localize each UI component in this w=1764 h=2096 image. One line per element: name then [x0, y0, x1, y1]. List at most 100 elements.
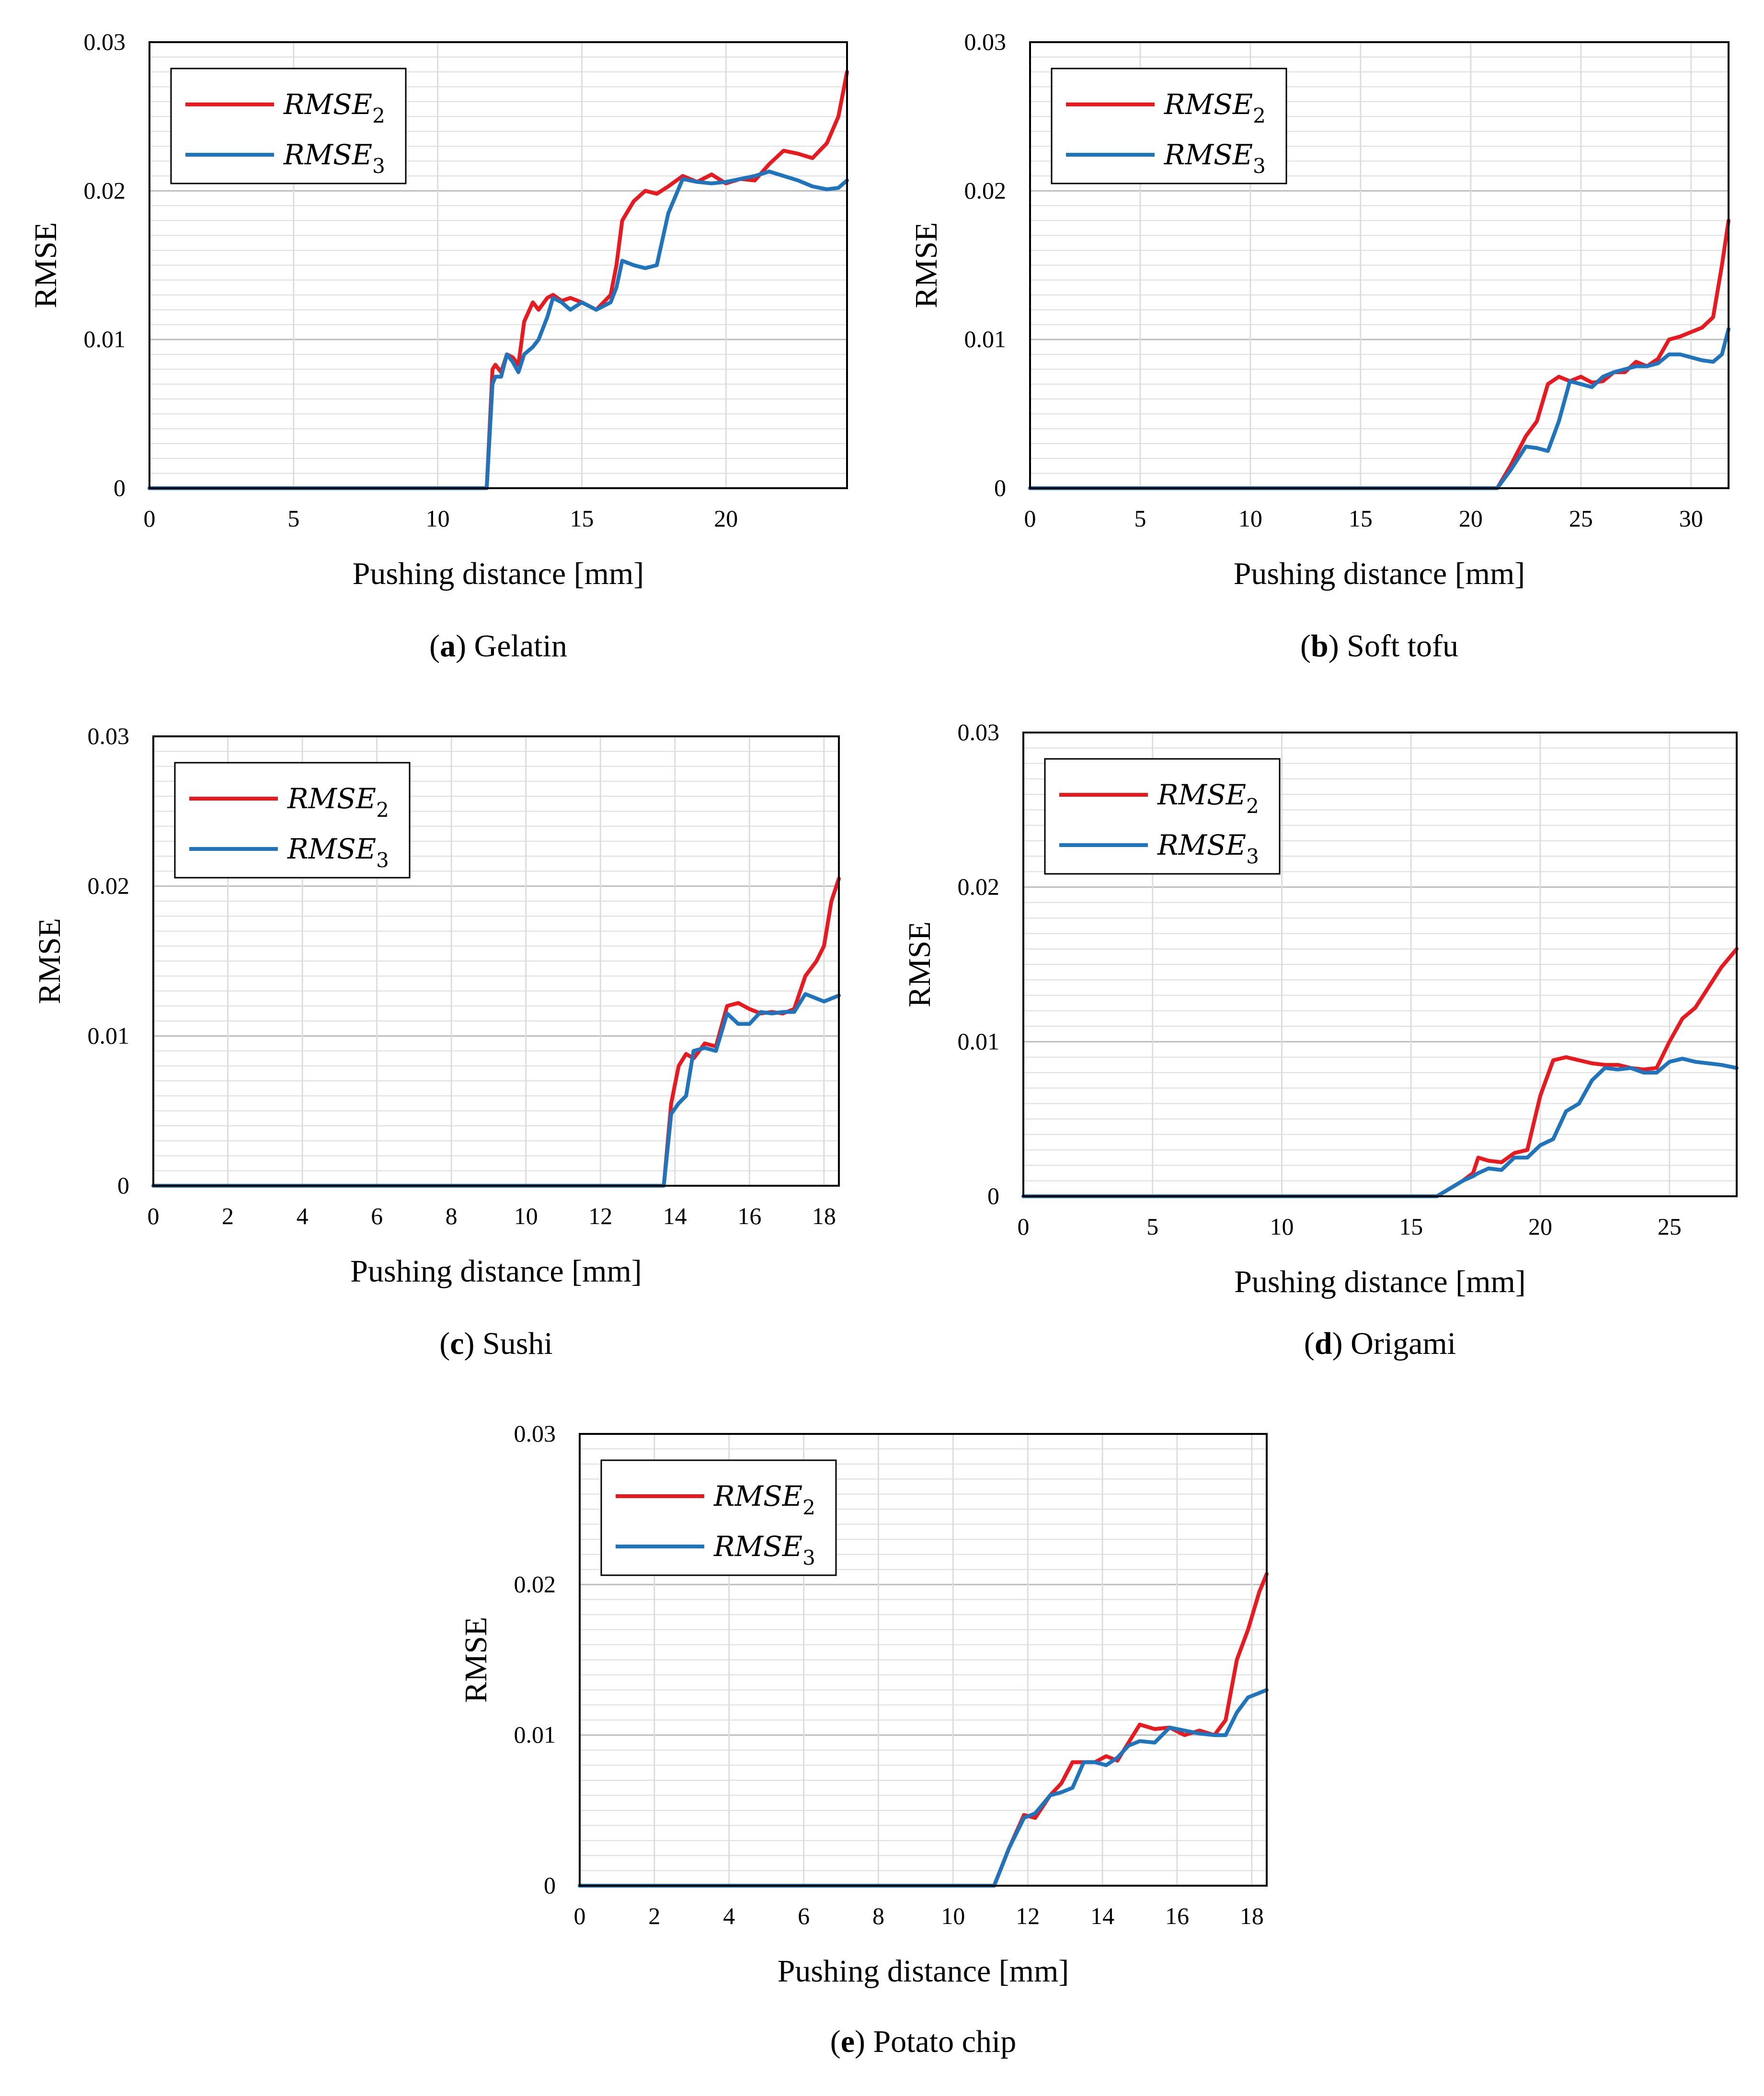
legend-label-subscript: 2 — [1253, 104, 1266, 127]
legend-label-subscript: 2 — [802, 1496, 815, 1519]
y-tick-label: 0 — [114, 474, 126, 501]
x-axis-title: Pushing distance [mm] — [350, 1254, 642, 1289]
legend-label-name: RMSE — [713, 1530, 802, 1563]
y-tick-label: 0.01 — [514, 1721, 556, 1748]
y-axis-title: RMSE — [909, 222, 944, 309]
x-tick-label: 5 — [1134, 505, 1146, 532]
legend-label-name: RMSE — [283, 138, 372, 171]
legend-label-name: RMSE — [1164, 138, 1253, 171]
legend-box — [600, 1459, 837, 1576]
y-tick-label: 0.02 — [88, 872, 130, 899]
y-tick-label: 0 — [987, 1182, 999, 1209]
y-tick-label: 0.03 — [958, 719, 1000, 745]
legend-label: RMSE3 — [713, 1530, 815, 1569]
x-tick-label: 4 — [723, 1902, 735, 1929]
y-axis-title: RMSE — [28, 222, 63, 309]
series-line-rmse2 — [1021, 947, 1739, 1198]
plot-frame — [1029, 41, 1730, 489]
x-tick-label: 20 — [1528, 1213, 1552, 1240]
x-tick-label: 8 — [872, 1902, 884, 1929]
x-tick-label: 6 — [371, 1203, 383, 1229]
x-tick-label: 2 — [222, 1203, 234, 1229]
caption: (d) Origami — [1304, 1326, 1456, 1361]
legend-label: RMSE2 — [283, 88, 385, 127]
y-tick-label: 0.03 — [84, 28, 126, 55]
caption-paren-open: ( — [830, 2024, 841, 2059]
legend-label-subscript: 2 — [376, 798, 389, 822]
series-line-rmse2 — [578, 1572, 1269, 1888]
legend-label-subscript: 2 — [372, 104, 385, 127]
y-axis-title: RMSE — [458, 1617, 493, 1703]
caption-letter: d — [1315, 1326, 1332, 1361]
x-tick-label: 5 — [287, 505, 299, 532]
legend-box — [1051, 68, 1287, 184]
legend-box — [170, 68, 407, 184]
series-line-rmse2 — [151, 877, 841, 1188]
chart-panel-a: 0 0.01 0.02 0.03 0 5 10 15 20 Pushing distance [m… — [28, 28, 849, 664]
legend-label-name: RMSE — [1157, 779, 1246, 811]
legend-label: RMSE2 — [287, 782, 389, 822]
x-tick-label: 20 — [714, 505, 738, 532]
chart-panel-b: 0 0.01 0.02 0.03 0 5 10 15 20 25 30 Pushing distanc… — [909, 28, 1730, 664]
caption: (c) Sushi — [439, 1326, 553, 1361]
x-tick-label: 18 — [1240, 1902, 1264, 1929]
caption-text: Origami — [1351, 1326, 1456, 1361]
caption: (b) Soft tofu — [1300, 629, 1458, 664]
x-tick-label: 15 — [1349, 505, 1373, 532]
chart-panel-d: 0 0.01 0.02 0.03 0 5 10 15 20 25 Pushing distance … — [902, 719, 1739, 1361]
legend-label: RMSE3 — [1157, 829, 1259, 868]
caption-paren-open: ( — [429, 629, 440, 664]
x-tick-label: 5 — [1146, 1213, 1158, 1240]
x-tick-label: 14 — [1090, 1902, 1114, 1929]
legend-label-subscript: 2 — [1246, 794, 1259, 818]
y-tick-label: 0.03 — [964, 28, 1007, 55]
caption: (e) Potato chip — [830, 2024, 1017, 2059]
caption-letter: c — [450, 1326, 464, 1361]
x-tick-label: 20 — [1459, 505, 1483, 532]
y-tick-label: 0.03 — [514, 1420, 556, 1447]
caption-paren-open: ( — [1304, 1326, 1315, 1361]
x-tick-label: 15 — [1399, 1213, 1423, 1240]
caption-paren-close: ) — [1329, 629, 1347, 664]
x-axis-title: Pushing distance [mm] — [1234, 556, 1525, 591]
y-tick-label: 0.01 — [958, 1028, 1000, 1054]
plot-frame — [579, 1433, 1268, 1887]
legend-label: RMSE3 — [287, 833, 389, 872]
x-tick-label: 25 — [1569, 505, 1593, 532]
series-line-rmse3 — [151, 992, 841, 1188]
plot-frame — [149, 41, 848, 489]
caption-paren-close: ) — [464, 1326, 482, 1361]
y-tick-label: 0 — [117, 1172, 129, 1199]
x-tick-label: 6 — [798, 1902, 810, 1929]
y-tick-label: 0.02 — [514, 1570, 556, 1597]
x-tick-label: 0 — [1018, 1213, 1030, 1240]
y-tick-label: 0 — [994, 474, 1006, 501]
legend-label-name: RMSE — [1164, 88, 1253, 121]
series-line-rmse3 — [148, 170, 849, 490]
y-tick-label: 0.01 — [88, 1022, 130, 1049]
x-tick-label: 30 — [1679, 505, 1703, 532]
x-tick-label: 12 — [588, 1203, 612, 1229]
x-tick-label: 10 — [1238, 505, 1262, 532]
chart-panel-c: 0 0.01 0.02 0.03 0 2 4 6 8 10 12 14 16 18 Pushing dist… — [32, 722, 841, 1361]
y-tick-label: 0.02 — [84, 177, 126, 204]
caption-paren-close: ) — [855, 2024, 873, 2059]
x-tick-label: 10 — [426, 505, 450, 532]
caption-text: Soft tofu — [1347, 629, 1458, 664]
legend-box — [174, 762, 411, 879]
chart-panel-e: 0 0.01 0.02 0.03 0 2 4 6 8 10 12 14 16 18 Pushing dist… — [458, 1420, 1269, 2059]
series-line-rmse3 — [1021, 1056, 1739, 1198]
caption-paren-close: ) — [1332, 1326, 1351, 1361]
x-tick-label: 16 — [1165, 1902, 1189, 1929]
plot-frame — [152, 735, 840, 1187]
caption-letter: a — [440, 629, 456, 664]
series-line-rmse3 — [578, 1688, 1269, 1888]
caption-text: Potato chip — [873, 2024, 1016, 2059]
legend-label: RMSE2 — [1164, 88, 1266, 127]
legend-label-subscript: 3 — [1246, 845, 1259, 868]
legend-label-subscript: 3 — [376, 848, 389, 872]
caption-paren-close: ) — [456, 629, 474, 664]
y-tick-label: 0 — [544, 1872, 556, 1899]
legend-label-name: RMSE — [287, 782, 376, 815]
series-line-rmse3 — [1028, 327, 1730, 490]
